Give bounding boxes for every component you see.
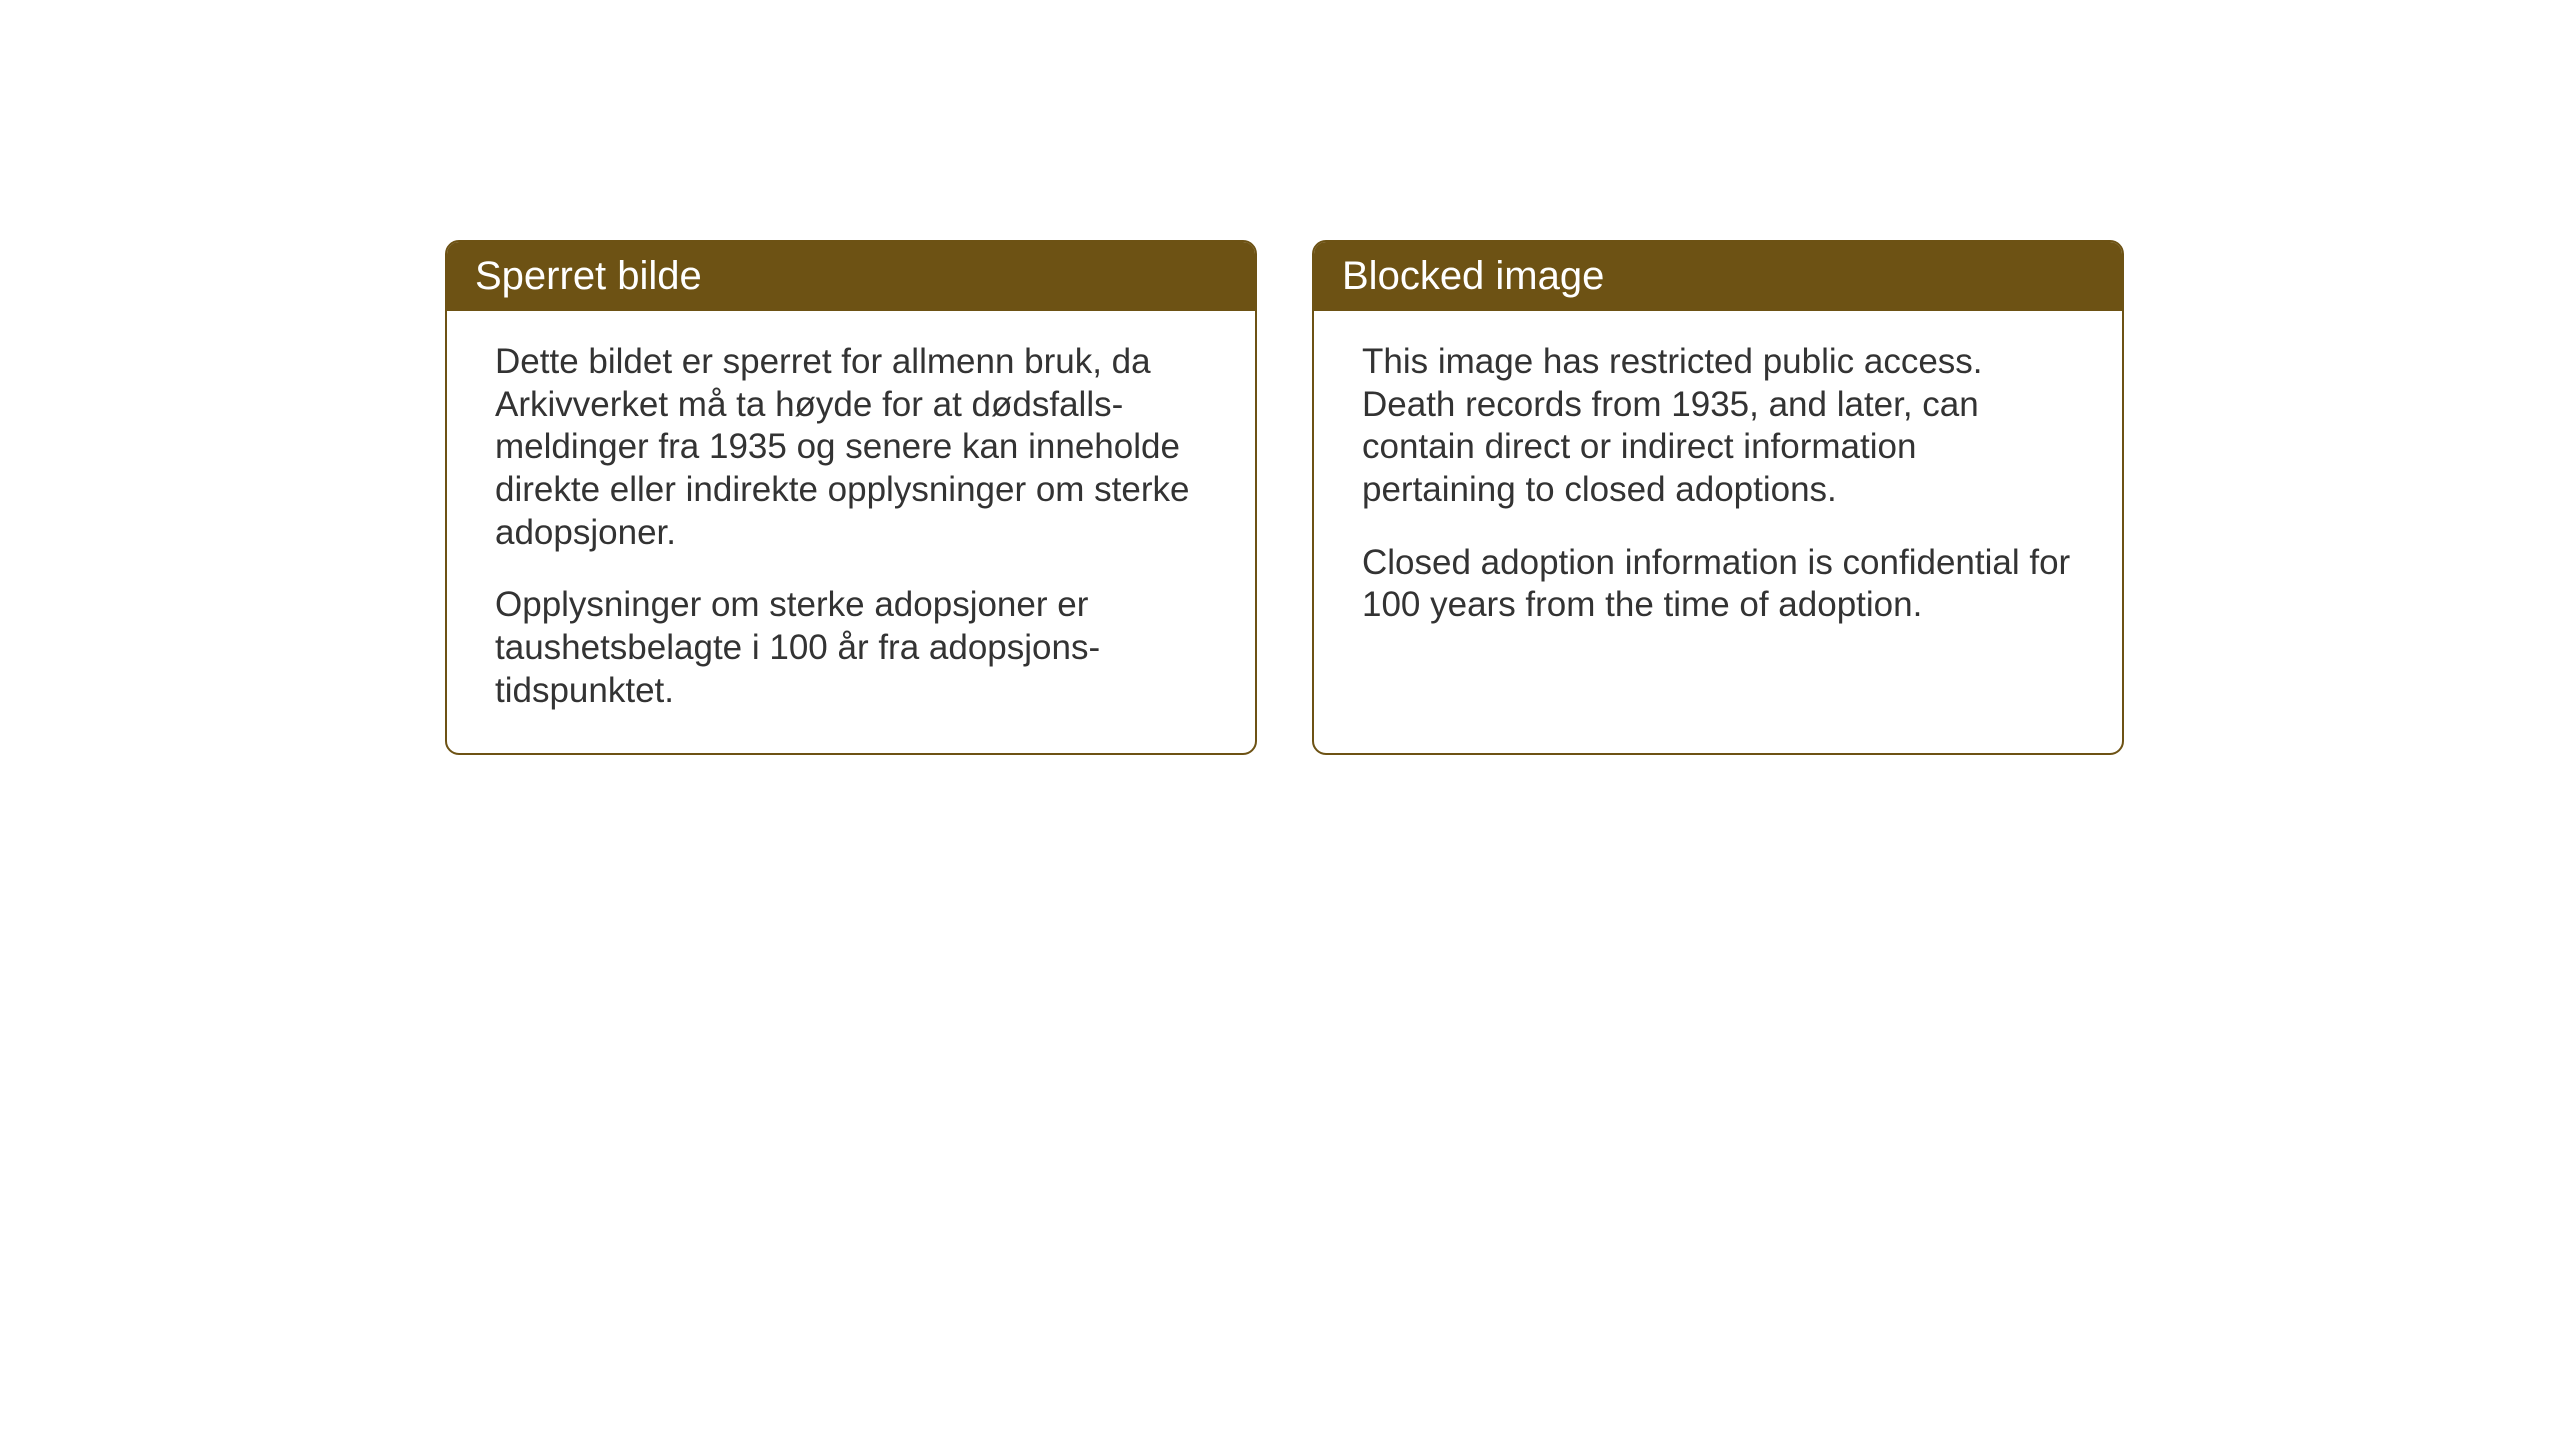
card-header-norwegian: Sperret bilde	[447, 242, 1255, 311]
card-paragraph-1-norwegian: Dette bildet er sperret for allmenn bruk…	[495, 341, 1207, 554]
card-paragraph-2-norwegian: Opplysninger om sterke adopsjoner er tau…	[495, 584, 1207, 712]
card-body-norwegian: Dette bildet er sperret for allmenn bruk…	[447, 311, 1255, 753]
card-english: Blocked image This image has restricted …	[1312, 240, 2124, 755]
card-paragraph-2-english: Closed adoption information is confident…	[1362, 542, 2074, 627]
card-header-english: Blocked image	[1314, 242, 2122, 311]
cards-container: Sperret bilde Dette bildet er sperret fo…	[445, 240, 2124, 755]
card-title-norwegian: Sperret bilde	[475, 254, 702, 298]
card-norwegian: Sperret bilde Dette bildet er sperret fo…	[445, 240, 1257, 755]
card-body-english: This image has restricted public access.…	[1314, 311, 2122, 706]
card-title-english: Blocked image	[1342, 254, 1604, 298]
card-paragraph-1-english: This image has restricted public access.…	[1362, 341, 2074, 512]
